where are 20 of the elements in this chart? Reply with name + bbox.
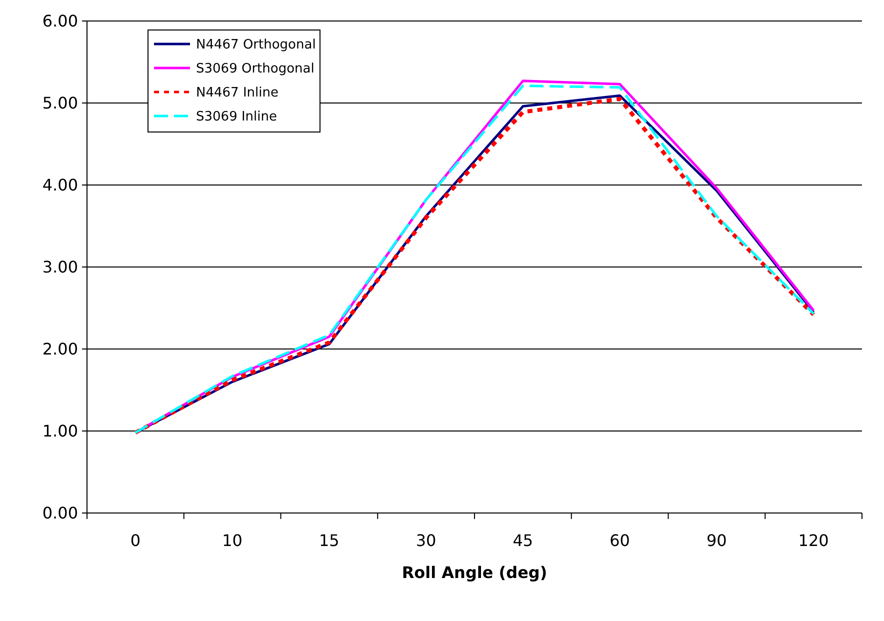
x-tick-label: 45 bbox=[512, 531, 534, 550]
legend-label: S3069 Inline bbox=[196, 110, 278, 125]
y-tick-label: 3.00 bbox=[42, 258, 78, 277]
x-axis-title: Roll Angle (deg) bbox=[402, 563, 548, 582]
x-tick-label: 15 bbox=[319, 531, 340, 550]
x-tick-label: 60 bbox=[610, 531, 630, 550]
y-tick-label: 4.00 bbox=[42, 176, 78, 195]
y-tick-label: 1.00 bbox=[42, 422, 78, 441]
legend-label: N4467 Orthogonal bbox=[196, 38, 316, 53]
x-tick-label: 120 bbox=[798, 531, 829, 550]
x-tick-label: 0 bbox=[130, 531, 141, 550]
y-tick-label: 5.00 bbox=[42, 94, 78, 113]
y-tick-label: 2.00 bbox=[42, 340, 78, 359]
legend-label: S3069 Orthogonal bbox=[196, 62, 314, 77]
x-tick-label: 90 bbox=[706, 531, 727, 550]
legend-label: N4467 Inline bbox=[196, 86, 278, 101]
x-tick-label: 10 bbox=[222, 531, 242, 550]
x-tick-label: 30 bbox=[416, 531, 436, 550]
y-tick-label: 6.00 bbox=[42, 12, 78, 31]
y-tick-label: 0.00 bbox=[42, 504, 78, 523]
